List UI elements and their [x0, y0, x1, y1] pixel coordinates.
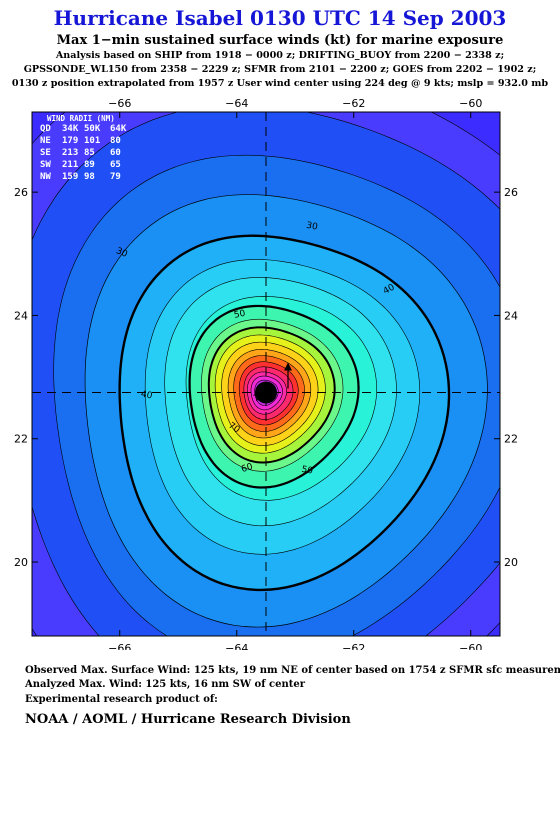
wind-radii-cell: SW — [40, 160, 51, 170]
chart-subtitle: Max 1−min sustained surface winds (kt) f… — [56, 33, 504, 48]
contour-label: 40 — [382, 282, 397, 296]
storm-motion-arrowhead — [284, 362, 292, 371]
wind-radii-cell: NW — [40, 172, 51, 182]
x-tick-label: −66 — [108, 642, 131, 650]
analysis-note-3: 0130 z position extrapolated from 1957 z… — [11, 78, 549, 89]
wind-radii-cell: 89 — [84, 160, 95, 170]
contour-label: 30 — [305, 221, 318, 233]
x-tick-label-top: −66 — [108, 97, 131, 110]
x-tick-label: −62 — [342, 642, 365, 650]
x-tick-label-top: −64 — [225, 97, 248, 110]
analysis-note-2: GPSSONDE_WL150 from 2358 − 2229 z; SFMR … — [23, 64, 537, 75]
y-tick-label-right: 20 — [504, 556, 518, 569]
plot-frame — [31, 111, 501, 637]
x-tick-label: −64 — [225, 642, 248, 650]
experimental-note: Experimental research product of: — [25, 694, 218, 705]
wind-radii-cell: NE — [40, 136, 51, 146]
observed-max-wind: Observed Max. Surface Wind: 125 kts, 19 … — [25, 665, 560, 676]
y-tick-label: 24 — [14, 309, 28, 322]
wind-radii-cell: 213 — [62, 148, 78, 158]
wind-radii-cell: 60 — [110, 148, 121, 158]
wind-radii-cell: 85 — [84, 148, 95, 158]
axes: −66 −66 −64 −64 −62 −62 −60 −60 20 20 22 22 24 24 26 26 — [14, 97, 518, 650]
wind-radii-cell: SE — [40, 148, 51, 158]
wind-radii-column-header: 34K — [62, 124, 79, 134]
wind-radii-cell: 65 — [110, 160, 121, 170]
x-tick-label-top: −62 — [342, 97, 365, 110]
wind-radii-column-header: QD — [40, 124, 51, 134]
analyzed-max-wind: Analyzed Max. Wind: 125 kts, 16 nm SW of… — [25, 679, 305, 690]
y-tick-label: 26 — [14, 186, 28, 199]
wind-radii-cell: 179 — [62, 136, 78, 146]
x-tick-label: −60 — [459, 642, 482, 650]
wind-radii-cell: 79 — [110, 172, 121, 182]
y-tick-label-right: 26 — [504, 186, 518, 199]
contour-label: 60 — [240, 462, 254, 475]
wind-radii-header: WIND RADII (NM) — [47, 114, 115, 123]
chart-title: Hurricane Isabel 0130 UTC 14 Sep 2003 — [53, 6, 507, 30]
contour-label: 30 — [114, 246, 129, 260]
plot-overlay — [32, 112, 500, 636]
y-tick-label: 20 — [14, 556, 28, 569]
y-tick-label: 22 — [14, 433, 28, 446]
organization-name: NOAA / AOML / Hurricane Research Divisio… — [25, 712, 351, 727]
wind-radii-cell: 98 — [84, 172, 95, 182]
wind-radii-cell: 80 — [110, 136, 121, 146]
y-tick-label-right: 22 — [504, 433, 518, 446]
wind-radii-cell: 159 — [62, 172, 78, 182]
contour-label: 20 — [252, 389, 267, 403]
wind-radii-cell: 101 — [84, 136, 100, 146]
wind-radii-column-header: 50K — [84, 124, 101, 134]
wind-radii-cell: 211 — [62, 160, 78, 170]
analysis-note-1: Analysis based on SHIP from 1918 − 0000 … — [55, 50, 505, 61]
wind-radii-table: WIND RADII (NM)QD 34K 50K 64K NE 179 101 80 SE 21… — [40, 114, 127, 182]
y-tick-label-right: 24 — [504, 309, 518, 322]
contour-label: 50 — [233, 309, 246, 321]
x-tick-label-top: −60 — [459, 97, 482, 110]
contour-label: 50 — [301, 465, 314, 477]
wind-radii-column-header: 64K — [110, 124, 127, 134]
